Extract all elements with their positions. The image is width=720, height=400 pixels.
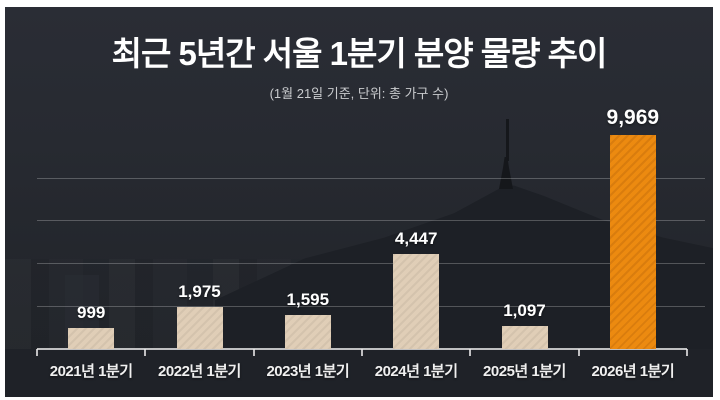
category-label-2021년 1분기: 2021년 1분기: [49, 363, 133, 380]
x-axis-tick: [144, 349, 147, 356]
x-axis-tick: [686, 349, 688, 356]
bar-2023년 1분기: [284, 314, 331, 349]
gridline-8000: [37, 177, 705, 179]
x-axis-tick: [577, 349, 580, 356]
x-axis-tick: [36, 349, 38, 356]
bar-2024년 1분기: [393, 253, 440, 349]
bar-2022년 1분기: [176, 306, 223, 349]
x-axis-tick: [469, 349, 472, 356]
chart-subtitle: (1월 21일 기준, 단위: 총 가구 수): [269, 86, 449, 101]
gridline-2000: [37, 306, 705, 308]
value-label-2024년 1분기: 4,447: [394, 228, 438, 248]
category-label-2022년 1분기: 2022년 1분기: [158, 363, 241, 380]
category-label-2023년 1분기: 2023년 1분기: [266, 363, 350, 380]
value-label-2023년 1분기: 1,595: [286, 289, 330, 309]
value-label-2021년 1분기: 999: [77, 302, 106, 322]
chart-title: 최근 5년간 서울 1분기 분양 물량 추이: [111, 35, 608, 72]
chart-panel: 최근 5년간 서울 1분기 분양 물량 추이 (1월 21일 기준, 단위: 총…: [5, 7, 713, 397]
value-label-2025년 1분기: 1,097: [503, 300, 546, 320]
category-label-2026년 1분기: 2026년 1분기: [591, 363, 675, 380]
bar-2025년 1분기: [501, 325, 548, 349]
bar-2021년 1분기: [68, 327, 115, 349]
category-label-2024년 1분기: 2024년 1분기: [374, 363, 458, 380]
bar-2026년 1분기: [609, 135, 656, 349]
value-label-2026년 1분기: 9,969: [606, 106, 660, 130]
x-axis-tick: [252, 349, 255, 356]
namsan-tower-antenna: [506, 119, 509, 161]
background-ground: [5, 349, 713, 397]
gridline-6000: [37, 220, 705, 222]
plot-area: 999 2021년 1분기 1,975 2022년 1분기 1,595 2023년 1분기…: [5, 7, 713, 397]
x-axis-tick: [361, 349, 363, 356]
gridline-4000: [37, 263, 705, 265]
category-label-2025년 1분기: 2025년 1분기: [483, 363, 566, 380]
value-label-2022년 1분기: 1,975: [178, 281, 221, 301]
